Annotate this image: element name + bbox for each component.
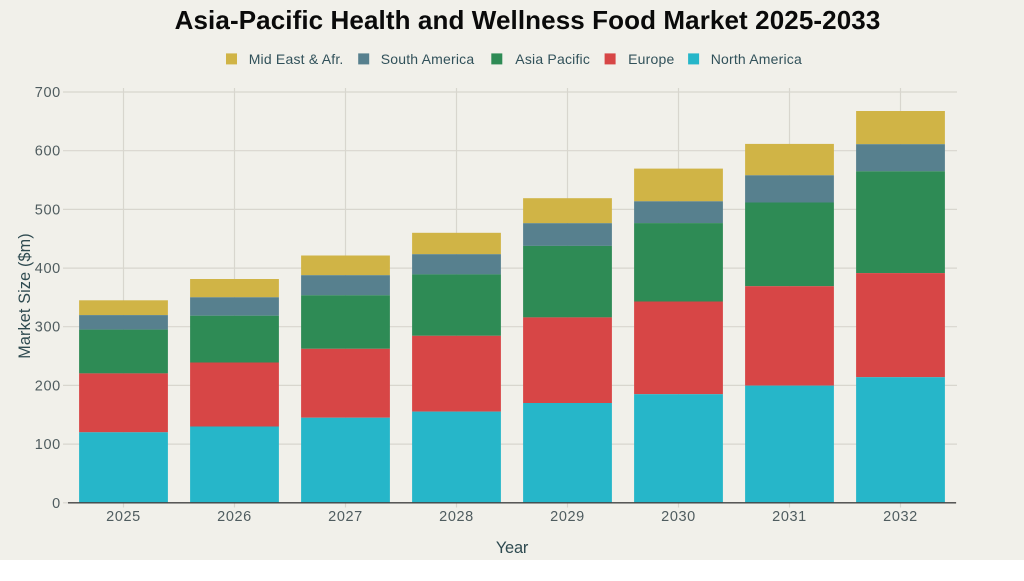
svg-text:Europe: Europe — [628, 51, 674, 67]
svg-text:Asia-Pacific Health and Wellne: Asia-Pacific Health and Wellness Food Ma… — [175, 5, 881, 35]
svg-text:2031: 2031 — [772, 509, 807, 525]
svg-text:400: 400 — [35, 261, 61, 277]
svg-text:South America: South America — [381, 51, 475, 67]
svg-text:2028: 2028 — [439, 509, 474, 525]
svg-text:700: 700 — [35, 85, 61, 101]
svg-text:0: 0 — [52, 496, 61, 512]
svg-text:Year: Year — [496, 539, 529, 557]
svg-text:200: 200 — [35, 378, 61, 394]
svg-text:Asia Pacific: Asia Pacific — [515, 51, 590, 67]
svg-text:Mid East & Afr.: Mid East & Afr. — [249, 51, 344, 67]
svg-text:100: 100 — [35, 437, 61, 453]
svg-text:2029: 2029 — [550, 509, 585, 525]
svg-text:500: 500 — [35, 202, 61, 218]
svg-text:2030: 2030 — [661, 509, 696, 525]
svg-text:300: 300 — [35, 320, 61, 336]
svg-text:2032: 2032 — [883, 509, 918, 525]
svg-text:Market Size ($m): Market Size ($m) — [16, 233, 34, 359]
svg-text:North America: North America — [711, 51, 802, 67]
svg-text:2026: 2026 — [217, 509, 252, 525]
svg-text:600: 600 — [35, 144, 61, 160]
svg-text:2025: 2025 — [106, 509, 141, 525]
svg-text:2027: 2027 — [328, 509, 363, 525]
